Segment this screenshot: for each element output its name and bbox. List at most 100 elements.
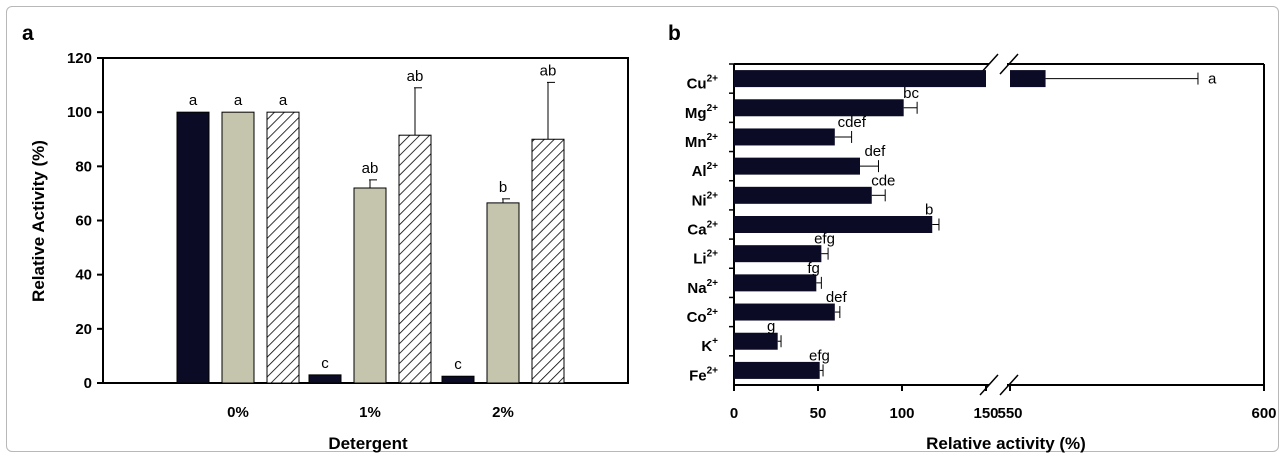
axis-break-mark: [979, 374, 999, 396]
bar: [734, 70, 986, 88]
significance-label: ab: [540, 62, 557, 79]
bar: [308, 374, 342, 384]
y-tick-label: 0: [84, 375, 92, 392]
ion-charge: 2+: [707, 307, 719, 318]
ion-symbol: Mn: [685, 134, 707, 151]
significance-label: b: [499, 179, 507, 196]
panel-a-label: a: [22, 22, 34, 45]
x-tick-label: 100: [889, 405, 914, 422]
bar: [734, 157, 860, 175]
bar: [734, 186, 872, 204]
ion-symbol: Ni: [692, 192, 707, 209]
bar: [221, 111, 255, 384]
y-tick-label: 120: [67, 50, 92, 67]
bar: [176, 111, 210, 384]
bar: [353, 187, 387, 384]
x-tick-label: 50: [810, 405, 827, 422]
bar: [734, 274, 817, 292]
ion-label: Co2+: [687, 307, 719, 326]
bar: [734, 128, 835, 146]
bar: [734, 216, 933, 233]
significance-label: ab: [362, 160, 379, 177]
significance-label: def: [826, 289, 848, 306]
bar: [734, 303, 835, 321]
significance-label: efg: [814, 231, 835, 248]
ion-symbol: Li: [693, 251, 706, 268]
ion-label: Fe2+: [689, 365, 718, 384]
x-tick-label: 0%: [227, 404, 249, 421]
ion-symbol: Al: [692, 163, 707, 180]
significance-label: fg: [807, 260, 820, 277]
ion-label: Mg2+: [685, 103, 718, 122]
panel-b-label: b: [668, 22, 681, 45]
x-tick-label: 0: [730, 405, 738, 422]
significance-label: cde: [871, 172, 895, 189]
ion-charge: 2+: [707, 74, 719, 85]
ion-charge: 2+: [707, 365, 719, 376]
ion-label: K+: [701, 336, 718, 355]
significance-label: a: [189, 92, 198, 109]
significance-label: efg: [809, 347, 830, 364]
ion-label: Cu2+: [687, 74, 719, 93]
ion-label: Mn2+: [685, 132, 718, 151]
y-tick-label: 100: [67, 104, 92, 121]
panel-a-ylabel: Relative Activity (%): [29, 140, 48, 302]
ion-label: Al2+: [692, 161, 719, 180]
ion-charge: 2+: [707, 278, 719, 289]
ion-label: Li2+: [693, 249, 718, 268]
ion-charge: 2+: [707, 161, 719, 172]
ion-charge: +: [712, 336, 718, 347]
x-tick-label: 2%: [492, 404, 514, 421]
bar: [398, 134, 432, 384]
x-tick-label: 1%: [359, 404, 381, 421]
significance-label: def: [864, 143, 886, 160]
y-tick-label: 80: [75, 158, 92, 175]
panel-a-xlabel: Detergent: [328, 434, 408, 453]
significance-label: c: [321, 355, 329, 372]
y-tick-label: 60: [75, 213, 92, 230]
ion-symbol: K: [701, 338, 712, 355]
bar: [486, 202, 520, 384]
axis-break-mark: [999, 53, 1019, 75]
ion-symbol: Cu: [687, 76, 707, 93]
significance-label: b: [925, 202, 933, 219]
ion-label: Na2+: [687, 278, 718, 297]
ion-charge: 2+: [707, 190, 719, 201]
x-tick-label: 600: [1251, 405, 1276, 422]
bar: [441, 375, 475, 384]
significance-label: a: [1208, 71, 1217, 88]
ion-charge: 2+: [707, 103, 719, 114]
significance-label: a: [234, 92, 243, 109]
significance-label: ab: [407, 68, 424, 85]
bar: [734, 245, 822, 263]
ion-symbol: Fe: [689, 367, 707, 384]
ion-label: Ca2+: [687, 220, 718, 239]
significance-label: cdef: [838, 114, 867, 131]
bar: [734, 99, 904, 117]
ion-symbol: Mg: [685, 105, 707, 122]
significance-label: a: [279, 92, 288, 109]
significance-label: bc: [903, 85, 919, 102]
panel-b-xlabel: Relative activity (%): [926, 434, 1086, 453]
bar: [266, 111, 300, 384]
bar: [734, 332, 778, 350]
significance-label: c: [454, 356, 462, 373]
y-tick-label: 20: [75, 321, 92, 338]
bar: [531, 138, 565, 384]
ion-charge: 2+: [707, 220, 719, 231]
bar: [1010, 70, 1046, 88]
y-tick-label: 40: [75, 267, 92, 284]
figure-frame: [6, 6, 1279, 452]
ion-symbol: Ca: [687, 222, 707, 239]
ion-label: Ni2+: [692, 190, 719, 209]
ion-charge: 2+: [707, 132, 719, 143]
ion-symbol: Co: [687, 309, 707, 326]
ion-symbol: Na: [687, 280, 707, 297]
x-tick-label: 550: [997, 405, 1022, 422]
ion-charge: 2+: [707, 249, 719, 260]
x-tick-label: 150: [973, 405, 998, 422]
panel-a-plot: 0 20 40 60 80 100 120 0% 1% 2% a c c a ab b a ab ab: [67, 50, 629, 421]
bar: [734, 361, 820, 379]
